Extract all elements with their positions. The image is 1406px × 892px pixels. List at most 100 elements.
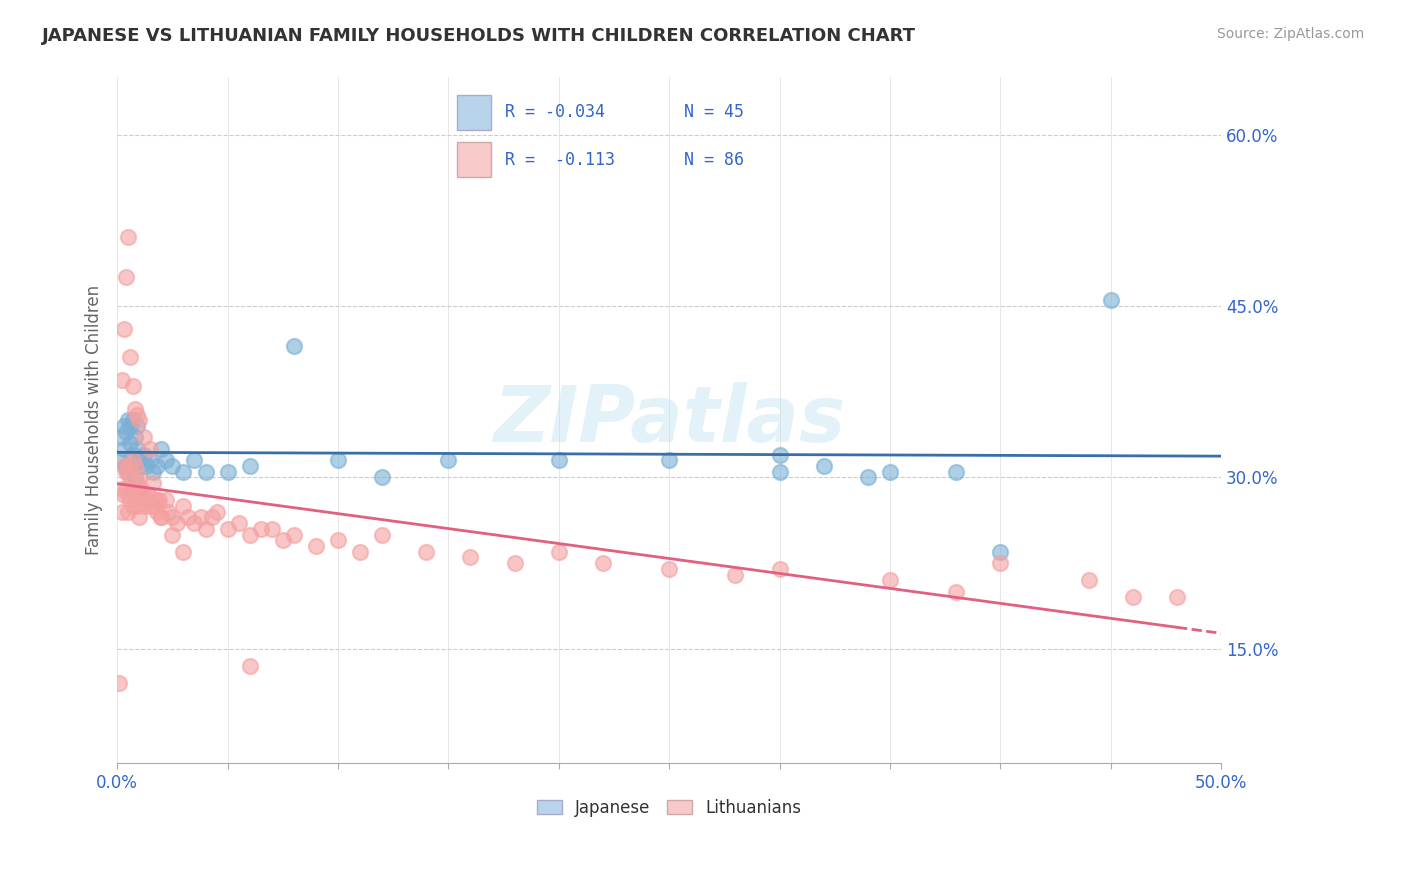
Point <box>143 493 166 508</box>
Point <box>768 562 790 576</box>
Point <box>437 453 460 467</box>
Point <box>155 453 177 467</box>
Point <box>239 527 262 541</box>
Point <box>724 567 747 582</box>
Point <box>120 470 142 484</box>
Point <box>768 448 790 462</box>
Point <box>283 339 305 353</box>
Text: R =  -0.113: R = -0.113 <box>505 151 614 169</box>
Point <box>146 458 169 473</box>
Point <box>146 505 169 519</box>
Point <box>271 533 294 548</box>
Point <box>124 487 146 501</box>
Point <box>146 493 169 508</box>
Point <box>1122 591 1144 605</box>
Point <box>135 458 157 473</box>
Point <box>1099 293 1122 308</box>
Point <box>112 419 135 434</box>
Point <box>503 556 526 570</box>
Point <box>108 453 131 467</box>
Point <box>117 465 139 479</box>
Point <box>260 522 283 536</box>
Point <box>120 493 142 508</box>
Point <box>117 487 139 501</box>
Point <box>172 499 194 513</box>
Point <box>124 430 146 444</box>
Point <box>121 448 143 462</box>
Point <box>194 465 217 479</box>
Point <box>115 482 138 496</box>
Point <box>228 516 250 530</box>
Point <box>1077 574 1099 588</box>
Point <box>132 448 155 462</box>
Point <box>205 505 228 519</box>
Point <box>139 442 162 456</box>
Point <box>1166 591 1188 605</box>
Point <box>121 453 143 467</box>
Bar <box>457 142 491 177</box>
Point <box>166 516 188 530</box>
Point <box>141 476 163 491</box>
Point <box>249 522 271 536</box>
Text: ZIPatlas: ZIPatlas <box>494 383 845 458</box>
Point <box>945 584 967 599</box>
Point <box>120 351 142 365</box>
Point <box>121 379 143 393</box>
Point <box>112 442 135 456</box>
Point <box>813 458 835 473</box>
Point <box>988 556 1011 570</box>
Point <box>190 510 212 524</box>
Point <box>547 545 569 559</box>
Point <box>132 499 155 513</box>
Point <box>110 430 132 444</box>
Point <box>112 458 135 473</box>
Point <box>108 676 131 690</box>
Point <box>658 453 681 467</box>
Point <box>150 510 173 524</box>
Point <box>136 487 159 501</box>
Point <box>125 476 148 491</box>
Point <box>162 527 184 541</box>
Text: N = 86: N = 86 <box>685 151 744 169</box>
Point <box>132 430 155 444</box>
Point <box>155 493 177 508</box>
Point <box>547 453 569 467</box>
Point <box>201 510 224 524</box>
Point <box>326 453 349 467</box>
Point <box>239 458 262 473</box>
Point <box>156 505 179 519</box>
Point <box>177 510 200 524</box>
Point <box>128 487 150 501</box>
Point <box>117 230 139 244</box>
Point <box>217 522 239 536</box>
Point <box>162 458 184 473</box>
Point <box>125 499 148 513</box>
Text: N = 45: N = 45 <box>685 103 744 121</box>
Point <box>194 522 217 536</box>
Point <box>124 458 146 473</box>
Y-axis label: Family Households with Children: Family Households with Children <box>86 285 103 556</box>
Point <box>658 562 681 576</box>
Point <box>183 453 205 467</box>
Point <box>172 545 194 559</box>
Point <box>120 436 142 450</box>
Point <box>117 505 139 519</box>
Point <box>112 322 135 336</box>
Text: R = -0.034: R = -0.034 <box>505 103 605 121</box>
Point <box>115 425 138 439</box>
Point <box>141 499 163 513</box>
Point <box>592 556 614 570</box>
Point <box>879 574 901 588</box>
Point <box>172 465 194 479</box>
Point <box>856 470 879 484</box>
Text: Source: ZipAtlas.com: Source: ZipAtlas.com <box>1216 27 1364 41</box>
Point <box>371 527 394 541</box>
Point <box>148 493 170 508</box>
Point <box>117 413 139 427</box>
Point <box>305 539 328 553</box>
Point <box>150 510 173 524</box>
Point <box>121 499 143 513</box>
Legend: Japanese, Lithuanians: Japanese, Lithuanians <box>530 792 808 823</box>
Point <box>117 458 139 473</box>
Point <box>128 453 150 467</box>
